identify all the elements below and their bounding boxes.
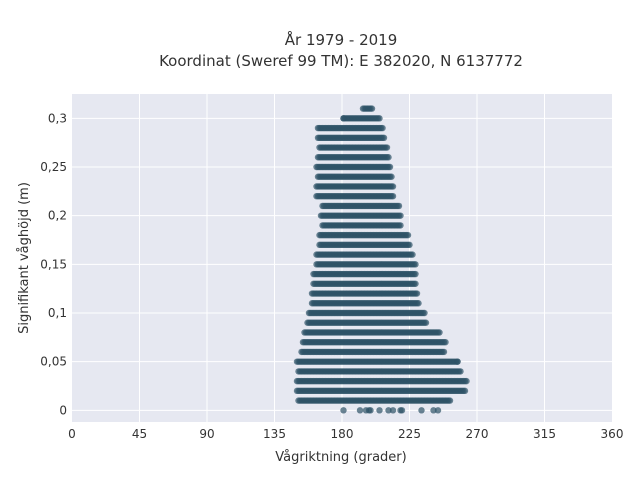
- data-point: [421, 309, 428, 317]
- data-point: [446, 397, 454, 404]
- y-tick-label: 0,15: [40, 257, 67, 271]
- x-tick-label: 0: [68, 427, 76, 441]
- chart-title-line2: Koordinat (Sweref 99 TM): E 382020, N 61…: [159, 52, 523, 70]
- data-point: [356, 407, 364, 414]
- data-point: [412, 270, 419, 278]
- data-point: [388, 173, 395, 180]
- data-point: [454, 358, 461, 365]
- data-point: [340, 407, 347, 414]
- y-tick-label: 0: [59, 403, 67, 417]
- data-point: [404, 231, 412, 239]
- data-point: [385, 154, 392, 161]
- y-axis-ticks: 0 0,05 0,1 0,15 0,2 0,25 0,3: [40, 111, 67, 417]
- data-point: [398, 407, 406, 414]
- x-axis-title: Vågriktning (grader): [275, 450, 406, 465]
- y-tick-label: 0,3: [48, 111, 67, 125]
- data-point: [383, 144, 391, 151]
- data-point: [389, 183, 397, 190]
- x-tick-label: 315: [533, 427, 556, 441]
- data-point: [368, 105, 376, 112]
- data-point: [376, 407, 383, 414]
- data-points: [293, 105, 470, 414]
- x-tick-label: 135: [263, 427, 286, 441]
- data-point: [463, 377, 470, 385]
- data-point: [389, 193, 397, 200]
- data-point: [440, 348, 448, 356]
- data-point: [386, 163, 394, 171]
- data-point: [442, 338, 449, 346]
- y-tick-label: 0,05: [40, 355, 67, 369]
- x-tick-label: 45: [132, 427, 147, 441]
- data-point: [418, 407, 425, 414]
- x-tick-label: 360: [601, 427, 624, 441]
- data-point: [457, 368, 464, 375]
- data-point: [430, 407, 437, 414]
- x-tick-label: 270: [466, 427, 489, 441]
- x-tick-label: 225: [398, 427, 421, 441]
- y-tick-label: 0,2: [48, 209, 67, 223]
- y-axis-title: Signifikant våghöjd (m): [17, 182, 32, 334]
- data-point: [422, 319, 430, 326]
- data-point: [434, 407, 442, 414]
- data-point: [365, 407, 373, 414]
- x-tick-label: 90: [199, 427, 214, 441]
- data-point: [461, 387, 469, 395]
- data-point: [389, 407, 397, 414]
- data-point: [415, 300, 422, 307]
- data-point: [385, 407, 392, 414]
- data-point: [340, 115, 347, 122]
- data-point: [406, 241, 413, 249]
- data-point: [413, 290, 421, 297]
- data-point: [412, 280, 419, 287]
- data-point: [397, 222, 404, 229]
- x-axis-ticks: 0 45 90 135 180 225 270 315 360: [68, 427, 623, 441]
- data-point: [379, 124, 386, 132]
- data-point: [395, 202, 403, 210]
- data-point: [397, 212, 404, 219]
- data-point: [409, 251, 416, 258]
- y-tick-label: 0,25: [40, 160, 67, 174]
- data-point: [380, 134, 388, 141]
- chart-title-line1: År 1979 - 2019: [285, 30, 398, 49]
- data-point: [412, 261, 419, 268]
- data-point: [436, 329, 443, 336]
- y-tick-label: 0,1: [48, 306, 67, 320]
- data-point: [376, 115, 383, 122]
- x-tick-label: 180: [331, 427, 354, 441]
